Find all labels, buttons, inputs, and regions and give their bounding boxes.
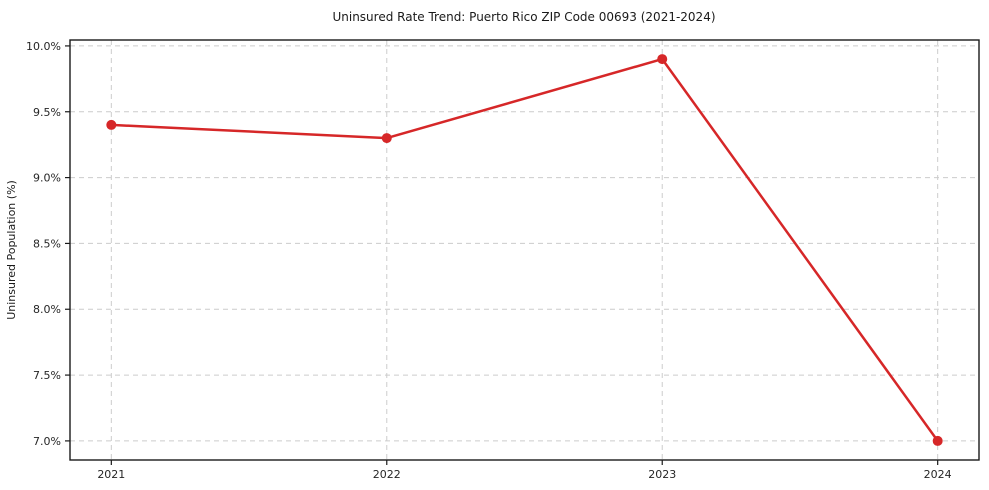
plot-border [69, 39, 980, 461]
plot-area: 2021 2022 2023 2024 7.0% 7.5% 8.0% 8.5% 9.0% 9.5%… [26, 39, 980, 481]
x-tick-label: 2023 [648, 468, 676, 481]
data-point [657, 54, 668, 65]
y-tick-label: 7.0% [33, 435, 61, 448]
y-tick-label: 8.0% [33, 303, 61, 316]
data-line [110, 57, 939, 443]
data-point [106, 119, 117, 130]
y-axis-label: Uninsured Population (%) [5, 180, 18, 320]
y-tick-label: 10.0% [26, 40, 61, 53]
chart-title: Uninsured Rate Trend: Puerto Rico ZIP Co… [332, 10, 715, 24]
data-point [932, 435, 943, 446]
x-tick-label: 2022 [373, 468, 401, 481]
data-point [381, 133, 392, 144]
y-tick-label: 9.5% [33, 106, 61, 119]
y-tick-label: 8.5% [33, 237, 61, 250]
y-tick-label: 7.5% [33, 369, 61, 382]
x-tick-label: 2021 [97, 468, 125, 481]
x-tick-label: 2024 [924, 468, 952, 481]
y-tick-label: 9.0% [33, 172, 61, 185]
